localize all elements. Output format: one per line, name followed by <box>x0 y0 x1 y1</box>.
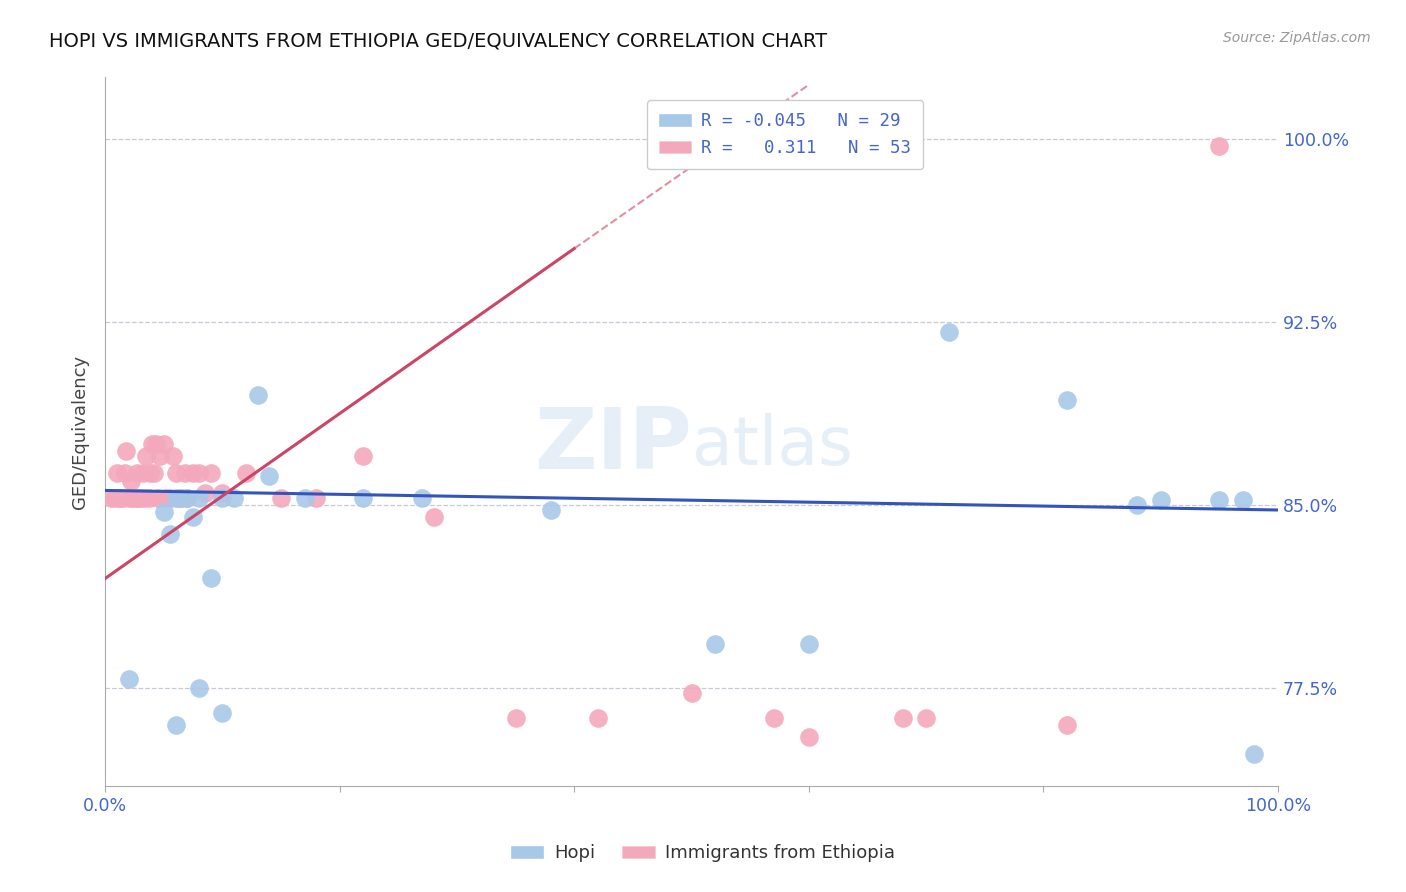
Point <box>115 444 138 458</box>
Point <box>121 491 143 505</box>
Y-axis label: GED/Equivalency: GED/Equivalency <box>72 355 89 508</box>
Point <box>132 491 155 505</box>
Point <box>153 437 176 451</box>
Point <box>211 706 233 720</box>
Point <box>127 491 149 505</box>
Point <box>211 486 233 500</box>
Point <box>352 449 374 463</box>
Point <box>100 491 122 505</box>
Point <box>110 491 132 505</box>
Point <box>797 637 820 651</box>
Point <box>797 731 820 745</box>
Point <box>188 681 211 696</box>
Point <box>118 491 141 505</box>
Point <box>586 711 609 725</box>
Point <box>105 467 128 481</box>
Point <box>145 437 167 451</box>
Point <box>146 491 169 505</box>
Text: HOPI VS IMMIGRANTS FROM ETHIOPIA GED/EQUIVALENCY CORRELATION CHART: HOPI VS IMMIGRANTS FROM ETHIOPIA GED/EQU… <box>49 31 827 50</box>
Point <box>681 686 703 700</box>
Point <box>188 467 211 481</box>
Point <box>188 491 211 505</box>
Point <box>181 510 204 524</box>
Point <box>1243 747 1265 762</box>
Point <box>1149 493 1171 508</box>
Point <box>270 491 292 505</box>
Point <box>938 325 960 339</box>
Point <box>135 449 157 463</box>
Point <box>167 491 190 505</box>
Point <box>153 505 176 519</box>
Point <box>259 468 281 483</box>
Point <box>176 491 198 505</box>
Point <box>294 491 316 505</box>
Legend: R = -0.045   N = 29, R =   0.311   N = 53: R = -0.045 N = 29, R = 0.311 N = 53 <box>647 100 924 169</box>
Point <box>540 503 562 517</box>
Point <box>352 491 374 505</box>
Point <box>1232 493 1254 508</box>
Point <box>118 672 141 686</box>
Point <box>108 491 131 505</box>
Legend: Hopi, Immigrants from Ethiopia: Hopi, Immigrants from Ethiopia <box>503 838 903 870</box>
Point <box>159 491 181 505</box>
Point <box>246 388 269 402</box>
Point <box>194 486 217 500</box>
Point <box>162 449 184 463</box>
Point <box>170 491 193 505</box>
Point <box>129 491 152 505</box>
Point <box>155 491 177 505</box>
Point <box>111 491 134 505</box>
Point <box>170 491 193 505</box>
Point <box>422 510 444 524</box>
Point <box>915 711 938 725</box>
Point <box>1126 498 1149 512</box>
Point <box>704 637 727 651</box>
Point <box>305 491 328 505</box>
Point <box>411 491 433 505</box>
Point <box>104 491 127 505</box>
Point <box>149 449 172 463</box>
Text: Source: ZipAtlas.com: Source: ZipAtlas.com <box>1223 31 1371 45</box>
Point <box>114 467 136 481</box>
Point <box>891 711 914 725</box>
Point <box>165 491 187 505</box>
Point <box>181 467 204 481</box>
Point <box>1056 392 1078 407</box>
Point <box>139 467 162 481</box>
Point <box>141 437 163 451</box>
Point <box>200 571 222 585</box>
Point <box>762 711 785 725</box>
Point <box>125 467 148 481</box>
Point <box>1208 493 1230 508</box>
Point <box>143 467 166 481</box>
Point <box>165 718 187 732</box>
Point <box>120 474 142 488</box>
Text: ZIP: ZIP <box>534 404 692 487</box>
Point <box>176 491 198 505</box>
Point <box>211 491 233 505</box>
Point <box>124 491 146 505</box>
Point <box>235 467 257 481</box>
Point <box>200 467 222 481</box>
Point <box>159 527 181 541</box>
Point <box>174 467 197 481</box>
Point <box>1208 139 1230 153</box>
Point <box>1056 718 1078 732</box>
Point <box>505 711 527 725</box>
Point <box>165 467 187 481</box>
Point <box>132 467 155 481</box>
Text: atlas: atlas <box>692 413 852 479</box>
Point <box>224 491 246 505</box>
Point <box>138 491 160 505</box>
